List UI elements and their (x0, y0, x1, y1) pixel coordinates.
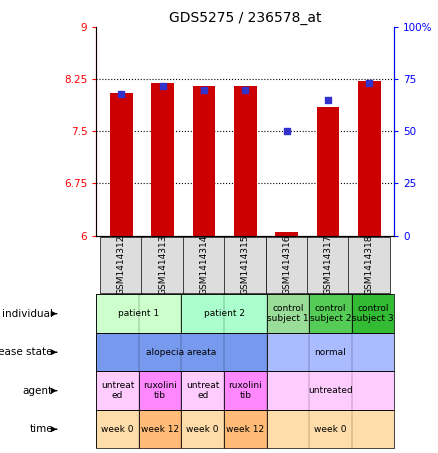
Text: week 0: week 0 (101, 425, 134, 434)
Text: untreat
ed: untreat ed (101, 381, 134, 400)
Title: GDS5275 / 236578_at: GDS5275 / 236578_at (169, 11, 321, 25)
Bar (110, 93, 133, 236)
Bar (181, 410, 224, 448)
Text: week 12: week 12 (226, 425, 265, 434)
Text: GSM1414317: GSM1414317 (324, 235, 332, 295)
Text: normal: normal (314, 348, 346, 357)
Text: GSM1414316: GSM1414316 (282, 235, 291, 295)
Text: untreat
ed: untreat ed (186, 381, 219, 400)
Text: GSM1414318: GSM1414318 (365, 235, 374, 295)
Text: week 12: week 12 (141, 425, 179, 434)
Point (201, 86, 208, 93)
Bar (267, 410, 394, 448)
Bar (193, 86, 215, 236)
Text: control
subject 1: control subject 1 (267, 304, 309, 323)
Text: time: time (29, 424, 53, 434)
Text: control
subject 2: control subject 2 (310, 304, 351, 323)
Bar (348, 237, 390, 293)
Bar (267, 371, 394, 410)
Bar (141, 237, 184, 293)
Text: week 0: week 0 (187, 425, 219, 434)
Bar (309, 294, 352, 333)
Text: week 0: week 0 (314, 425, 346, 434)
Text: GSM1414315: GSM1414315 (241, 235, 250, 295)
Point (242, 86, 249, 93)
Text: GSM1414313: GSM1414313 (158, 235, 167, 295)
Text: GSM1414312: GSM1414312 (117, 235, 126, 295)
Bar (224, 371, 267, 410)
Bar (267, 333, 394, 371)
Bar (139, 371, 181, 410)
Bar (224, 237, 266, 293)
Point (118, 90, 125, 97)
Text: ruxolini
tib: ruxolini tib (143, 381, 177, 400)
Bar (181, 371, 224, 410)
Text: GSM1414314: GSM1414314 (199, 235, 208, 295)
Text: alopecia areata: alopecia areata (146, 348, 216, 357)
Text: untreated: untreated (308, 386, 353, 395)
Bar (183, 237, 225, 293)
Text: agent: agent (23, 386, 53, 396)
Text: patient 2: patient 2 (204, 309, 244, 318)
Text: disease state: disease state (0, 347, 53, 357)
Bar (139, 410, 181, 448)
Bar (224, 410, 267, 448)
Bar (317, 107, 339, 236)
Point (325, 96, 332, 104)
Bar (100, 237, 142, 293)
Bar (96, 333, 267, 371)
Bar (307, 237, 349, 293)
Bar (96, 410, 139, 448)
Bar (96, 371, 139, 410)
Bar (275, 232, 298, 236)
Text: individual: individual (2, 308, 53, 319)
Bar (358, 82, 381, 236)
Bar (181, 294, 267, 333)
Bar (96, 294, 181, 333)
Text: patient 1: patient 1 (118, 309, 159, 318)
Bar (151, 83, 174, 236)
Point (159, 82, 166, 89)
Text: control
subject 3: control subject 3 (352, 304, 394, 323)
Bar (352, 294, 394, 333)
Bar (267, 294, 309, 333)
Point (283, 128, 290, 135)
Bar (265, 237, 308, 293)
Text: ruxolini
tib: ruxolini tib (228, 381, 262, 400)
Bar (234, 86, 257, 236)
Point (366, 80, 373, 87)
